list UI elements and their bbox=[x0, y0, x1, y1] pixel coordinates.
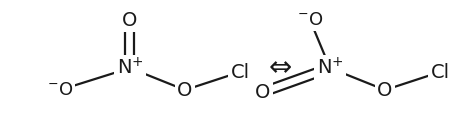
Text: Cl: Cl bbox=[430, 62, 449, 81]
Text: $^{\mathsf{−}}$O: $^{\mathsf{−}}$O bbox=[47, 81, 73, 99]
Text: N$^{\mathsf{+}}$: N$^{\mathsf{+}}$ bbox=[117, 57, 144, 79]
Text: N$^{\mathsf{+}}$: N$^{\mathsf{+}}$ bbox=[317, 57, 343, 79]
Text: Cl: Cl bbox=[230, 62, 250, 81]
Text: $^{\mathsf{−}}$O: $^{\mathsf{−}}$O bbox=[297, 11, 323, 29]
Text: O: O bbox=[177, 81, 193, 100]
Text: O: O bbox=[255, 83, 271, 101]
Text: O: O bbox=[377, 81, 392, 100]
Text: O: O bbox=[122, 10, 137, 29]
Text: ⇔: ⇔ bbox=[268, 54, 292, 82]
